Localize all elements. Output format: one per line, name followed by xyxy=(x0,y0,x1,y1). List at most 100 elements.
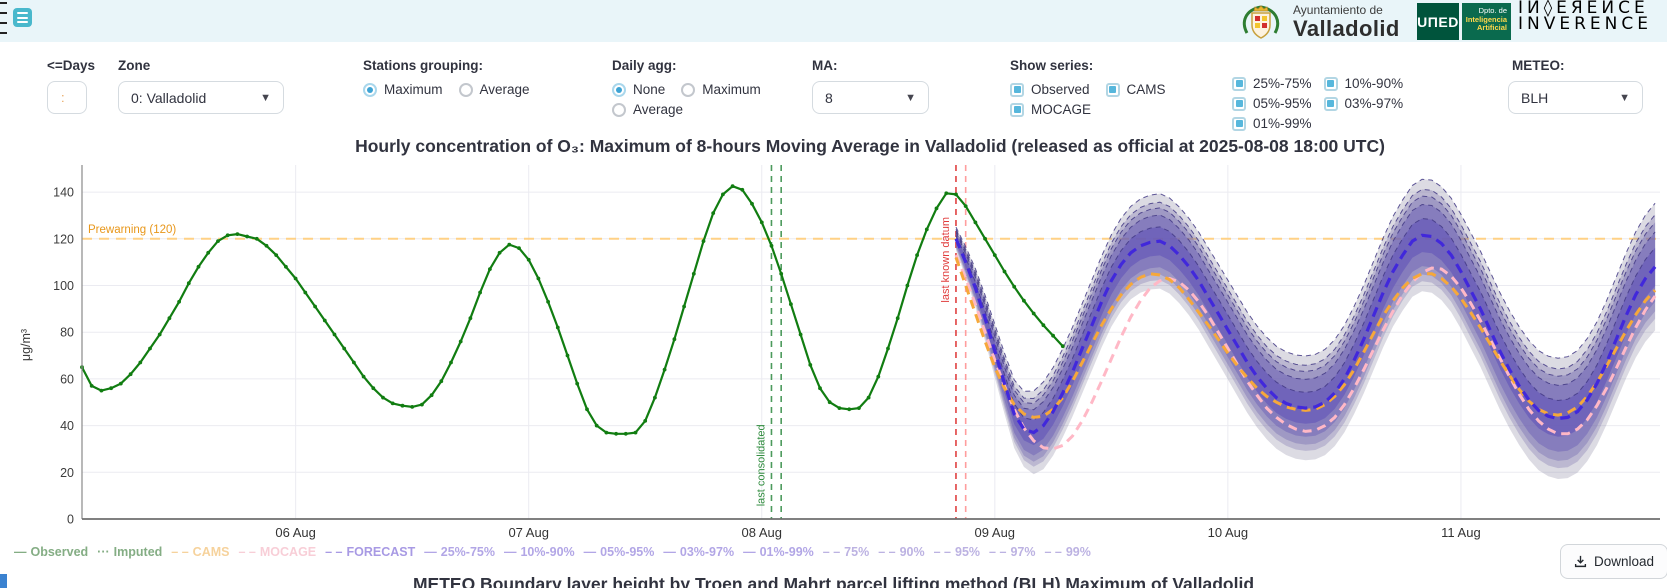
radio-average[interactable] xyxy=(458,82,473,97)
checkbox-option-observed[interactable]: Observed xyxy=(1010,82,1090,97)
chart-legend: — Observed ··· Imputed – – CAMS – – MOCAGE – – FO… xyxy=(14,545,1091,559)
observed-marker xyxy=(429,393,434,398)
chevron-down-icon: ▼ xyxy=(905,91,916,104)
checkbox-03-97[interactable] xyxy=(1323,96,1338,111)
observed-marker xyxy=(944,191,949,196)
legend-label: 10%-90% xyxy=(520,545,575,559)
observed-marker xyxy=(633,430,638,435)
meteo-select-value: BLH xyxy=(1521,89,1549,106)
observed-marker xyxy=(672,337,677,342)
chevron-down-icon: ▼ xyxy=(1619,91,1630,104)
observed-marker xyxy=(798,332,803,337)
y-tick-label: 140 xyxy=(53,186,74,200)
checkbox-label-10-90: 10%-90% xyxy=(1344,76,1404,91)
legend-item-03-97: —03%-97% xyxy=(663,545,734,559)
meteo-label: METEO: xyxy=(1512,58,1565,73)
observed-marker xyxy=(886,346,890,351)
days-label: <=Days xyxy=(47,58,96,73)
radio-maximum[interactable] xyxy=(681,82,696,97)
checkbox-option-mocage[interactable]: MOCAGE xyxy=(1010,102,1091,117)
radio-option-maximum[interactable]: Maximum xyxy=(363,82,443,97)
checkbox-label-25-75: 25%-75% xyxy=(1253,76,1312,91)
edge-artifact-marks xyxy=(0,2,8,42)
legend-glyph: — xyxy=(424,545,437,559)
hamburger-menu-icon[interactable] xyxy=(13,8,32,27)
checkbox-01-99[interactable] xyxy=(1232,116,1246,131)
radio-option-none[interactable]: None xyxy=(612,82,665,97)
x-tick-label: 11 Aug xyxy=(1441,525,1481,540)
radio-none[interactable] xyxy=(612,82,626,97)
radio-option-average[interactable]: Average xyxy=(458,82,530,97)
checkbox-option-cams[interactable]: CAMS xyxy=(1105,82,1166,97)
observed-marker xyxy=(381,395,385,400)
legend-item-10-90: —10%-90% xyxy=(504,545,575,559)
checkbox-observed[interactable] xyxy=(1010,82,1024,97)
legend-label: 05%-95% xyxy=(600,545,655,559)
observed-marker xyxy=(235,232,240,237)
legend-glyph: – – xyxy=(1044,545,1062,559)
stations-grouping-control: Stations grouping: Maximum Average xyxy=(363,58,563,97)
legend-item-forecast: – – FORECAST xyxy=(325,545,415,559)
legend-glyph: – – xyxy=(822,545,841,559)
checkbox-10-90[interactable] xyxy=(1323,76,1338,91)
checkbox-25-75[interactable] xyxy=(1232,76,1246,91)
observed-marker xyxy=(1022,298,1026,303)
observed-marker xyxy=(759,220,764,225)
checkbox-cams[interactable] xyxy=(1105,82,1120,97)
checkbox-mocage[interactable] xyxy=(1010,102,1024,117)
y-tick-label: 40 xyxy=(60,419,74,433)
checkbox-option-05-95[interactable]: 05%-95% xyxy=(1232,96,1312,111)
radio-average[interactable] xyxy=(612,102,626,117)
observed-marker xyxy=(857,406,861,410)
radio-label-maximum: Maximum xyxy=(702,82,761,97)
observed-marker xyxy=(177,299,182,304)
zone-select[interactable]: 0: Valladolid ▼ xyxy=(118,81,284,114)
daily-agg-control: Daily agg: None Maximum Average xyxy=(612,58,780,117)
observed-marker xyxy=(614,431,618,436)
show-series-label: Show series: xyxy=(1010,58,1094,73)
band-03-97 xyxy=(956,189,1656,469)
checkbox-option-03-97[interactable]: 03%-97% xyxy=(1323,96,1403,111)
observed-marker xyxy=(837,406,842,410)
vline-label-last-consolidated: last consolidated xyxy=(756,424,768,506)
y-axis-title: μg/m³ xyxy=(19,329,33,361)
download-button[interactable]: Download xyxy=(1560,544,1667,579)
observed-marker xyxy=(167,316,172,321)
legend-label: 01%-99% xyxy=(759,545,814,559)
observed-marker xyxy=(206,250,211,255)
legend-glyph: – – xyxy=(238,545,256,559)
observed-marker xyxy=(643,419,648,423)
series-forecast xyxy=(954,233,1657,435)
radio-option-maximum[interactable]: Maximum xyxy=(681,82,761,97)
legend-glyph: — xyxy=(583,545,597,559)
x-tick-label: 07 Aug xyxy=(508,525,549,540)
legend-item-25-75: —25%-75% xyxy=(424,545,495,559)
checkbox-05-95[interactable] xyxy=(1232,96,1246,111)
band-01-99 xyxy=(956,179,1656,480)
uned-logo: UΠED xyxy=(1417,3,1459,40)
ma-select[interactable]: 8 ▼ xyxy=(812,81,929,114)
days-input[interactable] xyxy=(47,81,87,114)
observed-marker xyxy=(866,395,871,400)
checkbox-option-01-99[interactable]: 01%-99% xyxy=(1232,116,1312,131)
edge-artifact-blue xyxy=(0,574,7,588)
x-tick-label: 06 Aug xyxy=(275,525,316,540)
observed-marker xyxy=(1041,323,1046,328)
show-series-control: Show series: Observed CAMS MOCAGE xyxy=(1010,58,1180,117)
radio-maximum[interactable] xyxy=(363,82,377,97)
x-tick-label: 08 Aug xyxy=(742,525,783,540)
checkbox-option-25-75[interactable]: 25%-75% xyxy=(1232,76,1312,91)
radio-option-average[interactable]: Average xyxy=(612,102,683,117)
legend-label: Observed xyxy=(30,545,89,559)
observed-marker xyxy=(99,388,104,393)
observed-marker xyxy=(352,360,356,365)
meteo-control-group: METEO: BLH ▼ xyxy=(1508,58,1643,114)
observed-marker xyxy=(332,332,337,337)
checkbox-label-cams: CAMS xyxy=(1126,82,1166,97)
observed-marker xyxy=(216,239,220,244)
meteo-select[interactable]: BLH ▼ xyxy=(1508,81,1643,114)
checkbox-option-10-90[interactable]: 10%-90% xyxy=(1323,76,1404,91)
legend-label: 99% xyxy=(1065,545,1091,559)
legend-label: 75% xyxy=(844,545,870,559)
observed-marker xyxy=(954,192,958,197)
